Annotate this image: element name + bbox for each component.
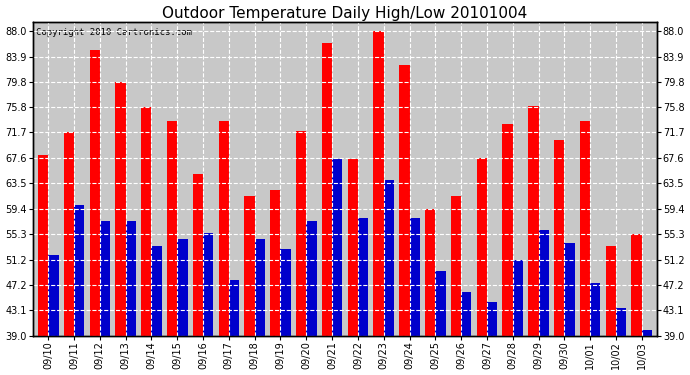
Bar (425, 209, 435, 336)
Bar (631, 234, 642, 336)
Bar (529, 106, 539, 336)
Bar (126, 221, 136, 336)
Bar (410, 218, 420, 336)
Bar (322, 44, 332, 336)
Bar (90, 50, 100, 336)
Bar (280, 249, 290, 336)
Bar (461, 292, 471, 336)
Bar (167, 121, 177, 336)
Bar (270, 190, 280, 336)
Bar (590, 283, 600, 336)
Bar (384, 180, 394, 336)
Bar (358, 218, 368, 336)
Bar (580, 121, 590, 336)
Bar (554, 140, 564, 336)
Bar (74, 205, 84, 336)
Bar (477, 158, 487, 336)
Bar (606, 246, 616, 336)
Title: Outdoor Temperature Daily High/Low 20101004: Outdoor Temperature Daily High/Low 20101… (162, 6, 528, 21)
Bar (400, 65, 410, 336)
Bar (115, 82, 126, 336)
Bar (435, 271, 446, 336)
Bar (177, 240, 188, 336)
Bar (100, 221, 110, 336)
Bar (502, 124, 513, 336)
Bar (373, 31, 384, 336)
Bar (564, 243, 575, 336)
Bar (348, 159, 358, 336)
Bar (539, 230, 549, 336)
Bar (38, 156, 48, 336)
Text: Copyright 2010 Cartronics.com: Copyright 2010 Cartronics.com (36, 28, 192, 37)
Bar (513, 260, 523, 336)
Bar (616, 308, 627, 336)
Bar (244, 196, 255, 336)
Bar (296, 130, 306, 336)
Bar (203, 233, 213, 336)
Bar (48, 255, 59, 336)
Bar (141, 107, 151, 336)
Bar (151, 246, 161, 336)
Bar (63, 132, 74, 336)
Bar (229, 280, 239, 336)
Bar (306, 221, 317, 336)
Bar (193, 174, 203, 336)
Bar (332, 159, 342, 336)
Bar (219, 121, 229, 336)
Bar (642, 330, 652, 336)
Bar (255, 240, 265, 336)
Bar (451, 196, 461, 336)
Bar (487, 302, 497, 336)
